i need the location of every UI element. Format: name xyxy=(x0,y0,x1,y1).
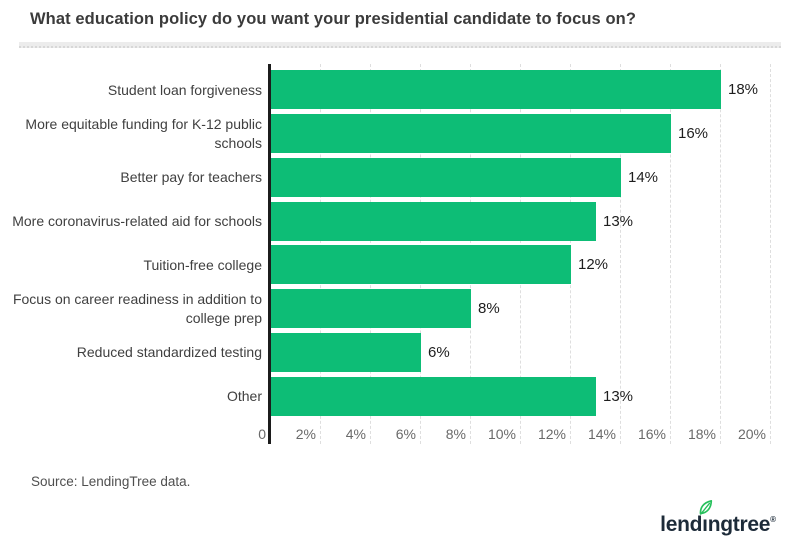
x-tick-label: 8% xyxy=(445,426,466,442)
x-tick-label: 6% xyxy=(395,426,416,442)
bar-row: 16% xyxy=(271,112,776,156)
bar-value-label: 18% xyxy=(728,81,759,99)
gridline xyxy=(720,64,721,444)
category-label: More coronavirus-related aid for schools xyxy=(0,199,262,243)
category-label-line: schools xyxy=(214,134,262,151)
category-label-line: Tuition-free college xyxy=(143,256,262,273)
x-tick-label: 20% xyxy=(737,426,766,442)
bar xyxy=(271,157,621,197)
category-label: Better pay for teachers xyxy=(0,156,262,200)
category-label: More equitable funding for K-12 public sc… xyxy=(0,112,262,156)
bar-row: 13% xyxy=(271,374,776,418)
logo-dotless-i: ı xyxy=(699,500,713,537)
bar-value-label: 14% xyxy=(628,168,659,186)
category-label: Reduced standardized testing xyxy=(0,331,262,375)
bar xyxy=(271,70,721,110)
chart-title: What education policy do you want your p… xyxy=(30,10,637,28)
registered-mark: ® xyxy=(770,515,776,524)
bar-value-label: 16% xyxy=(678,125,709,143)
bar-row: 12% xyxy=(271,243,776,287)
gridline xyxy=(620,64,621,444)
category-label-line: college prep xyxy=(185,309,262,326)
bar-row: 14% xyxy=(271,156,776,200)
bar-value-label: 13% xyxy=(603,212,634,230)
plot-area: 18% 16% 14% 13% 12% 8% 6% 13% xyxy=(268,64,776,444)
category-label-line: Student loan forgiveness xyxy=(107,81,262,98)
category-label-line: Better pay for teachers xyxy=(120,169,262,186)
title-divider xyxy=(19,42,781,48)
x-tick-label: 2% xyxy=(295,426,316,442)
category-label-line: More equitable funding for K-12 public xyxy=(25,116,262,133)
gridline xyxy=(770,64,771,444)
bar-value-label: 13% xyxy=(603,387,634,405)
x-tick-label: 16% xyxy=(637,426,666,442)
x-tick-label: 10% xyxy=(487,426,516,442)
bar xyxy=(271,245,571,285)
x-tick-label: 12% xyxy=(537,426,566,442)
logo-dotless-i-char: ı xyxy=(702,513,708,536)
bar xyxy=(271,376,596,416)
category-label-line: Focus on career readiness in addition to xyxy=(12,291,262,308)
category-label-line: More coronavirus-related aid for schools xyxy=(12,212,262,229)
bar-row: 6% xyxy=(271,331,776,375)
category-label: Other xyxy=(0,374,262,418)
category-label-line: Other xyxy=(226,387,262,404)
gridline xyxy=(670,64,671,444)
leaf-icon xyxy=(699,500,713,515)
logo-text-part1: lend xyxy=(660,513,703,536)
bar-row: 18% xyxy=(271,68,776,112)
x-tick-label: 14% xyxy=(587,426,616,442)
bar xyxy=(271,289,471,329)
bar xyxy=(271,201,596,241)
bar-value-label: 12% xyxy=(578,256,609,274)
bar-row: 13% xyxy=(271,199,776,243)
category-label: Student loan forgiveness xyxy=(0,68,262,112)
x-axis-tick-labels: 0 2% 4% 6% 8% 10% 12% 14% 16% 18% 20% xyxy=(258,426,775,444)
y-axis-line xyxy=(268,64,271,444)
bar-value-label: 6% xyxy=(428,343,450,361)
logo-text-part2: ngtree xyxy=(707,513,771,536)
bar-value-label: 8% xyxy=(478,300,500,318)
bar-row: 8% xyxy=(271,287,776,331)
bar xyxy=(271,114,671,154)
x-tick-label: 18% xyxy=(687,426,716,442)
category-label: Tuition-free college xyxy=(0,243,262,287)
x-tick-label: 4% xyxy=(345,426,366,442)
lendingtree-logo: lend ıngtree® xyxy=(660,500,776,537)
category-label-line: Reduced standardized testing xyxy=(76,344,262,361)
category-label: Focus on career readiness in addition to… xyxy=(0,287,262,331)
bar-rows: 18% 16% 14% 13% 12% 8% 6% 13% xyxy=(271,68,776,418)
category-axis: Student loan forgiveness More equitable f… xyxy=(0,68,262,418)
bar xyxy=(271,332,421,372)
source-note: Source: LendingTree data. xyxy=(31,474,191,489)
x-tick-label: 0 xyxy=(258,426,266,442)
